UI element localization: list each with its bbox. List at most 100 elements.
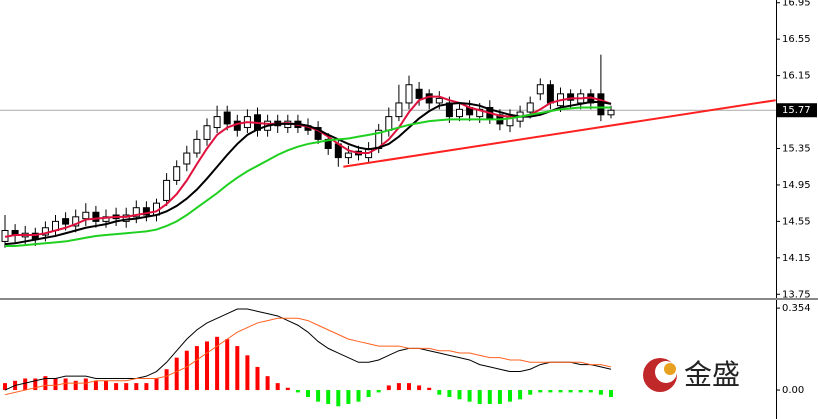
macd-bar (295, 390, 300, 393)
last-price-label: 15.77 (782, 105, 811, 116)
trendline (343, 99, 776, 168)
macd-bar (568, 390, 573, 393)
macd-bar (538, 390, 543, 393)
macd-bar (326, 390, 331, 404)
macd-bar (73, 380, 78, 391)
macd-bar (114, 383, 119, 391)
candle-body (385, 116, 393, 131)
macd-bar (93, 380, 98, 391)
macd-bar (487, 390, 492, 404)
macd-bar (356, 390, 361, 402)
indicator-line (5, 106, 611, 247)
macd-bar (174, 357, 179, 391)
macd-bar (457, 390, 462, 400)
macd-bar (3, 383, 7, 391)
logo: 金盛 (643, 358, 740, 392)
macd-bar (437, 390, 442, 395)
logo-text: 金盛 (684, 358, 740, 391)
macd-bar (83, 378, 88, 391)
macd-bar (518, 390, 523, 400)
candle-body (163, 179, 171, 201)
macd-bar (548, 390, 553, 393)
candle-body (82, 211, 90, 220)
candle-body (213, 116, 221, 129)
macd-bar (134, 383, 139, 391)
macd-bar (427, 387, 432, 391)
indicator-line (4, 308, 612, 391)
macd-bar (23, 378, 28, 391)
candle-body (546, 84, 554, 104)
candle-body (132, 207, 140, 218)
candle-body (203, 125, 211, 140)
macd-bar (215, 336, 220, 391)
macd-bar (144, 383, 149, 391)
y-tick-label: 14.95 (782, 180, 811, 191)
macd-bar (306, 390, 310, 398)
macd-bar (508, 390, 512, 402)
last-price-box (777, 103, 817, 118)
macd-bar (477, 390, 482, 404)
macd-bar (194, 346, 199, 391)
candle-body (72, 216, 80, 227)
y-tick-label: 13.75 (782, 289, 811, 300)
candle-body (173, 166, 181, 181)
macd-bar (417, 385, 422, 391)
macd-bar (285, 387, 290, 391)
macd-bar (33, 378, 38, 391)
candle-body (344, 152, 352, 159)
macd-bar (265, 376, 270, 391)
macd-bar (205, 341, 209, 391)
macd-bar (275, 383, 280, 391)
macd-bar (366, 390, 371, 398)
macd-bar (588, 390, 593, 393)
macd-bar (346, 390, 351, 404)
macd-bar (407, 383, 411, 391)
candle-body (425, 93, 433, 104)
macd-bar (447, 390, 452, 398)
macd-bar (154, 378, 159, 391)
macd-bar (396, 383, 401, 391)
candle-body (142, 207, 150, 216)
candle-body (193, 138, 201, 154)
candle-body (122, 214, 130, 222)
candle-body (435, 97, 443, 104)
macd-bar (53, 378, 58, 391)
macd-bar (63, 378, 68, 391)
macd-bar (336, 390, 341, 407)
macd-bar (245, 355, 250, 391)
y-tick-label: 0.354 (782, 303, 811, 314)
candle-body (405, 84, 413, 104)
y-tick-label: 16.55 (782, 34, 811, 45)
candle-body (536, 84, 544, 95)
macd-bar (528, 390, 533, 395)
macd-bar (104, 380, 108, 391)
macd-bar (235, 346, 240, 391)
y-tick-label: 16.15 (782, 71, 811, 82)
candle-body (607, 109, 615, 116)
candle-body (597, 93, 605, 116)
candle-body (395, 102, 403, 118)
candle-body (567, 93, 575, 101)
candle-body (62, 218, 70, 225)
macd-bar (467, 390, 472, 402)
candle-body (183, 152, 191, 165)
y-tick-label: 16.95 (782, 0, 811, 9)
macd-bar (184, 350, 189, 391)
macd-bar (316, 390, 321, 402)
macd-bar (124, 383, 129, 391)
candle-body (223, 111, 231, 125)
macd-bar (497, 390, 502, 404)
y-tick-label: 14.55 (782, 216, 811, 227)
candle-body (314, 127, 322, 140)
indicator-line (4, 317, 612, 396)
y-tick-label: 15.35 (782, 144, 811, 155)
candle-body (415, 88, 423, 99)
candle-body (456, 108, 463, 118)
macd-bar (164, 369, 169, 391)
candle-body (526, 102, 534, 113)
macd-bar (578, 390, 583, 393)
y-tick-label: 0.00 (782, 385, 804, 396)
macd-bar (558, 390, 563, 393)
indicator-line (4, 101, 612, 246)
